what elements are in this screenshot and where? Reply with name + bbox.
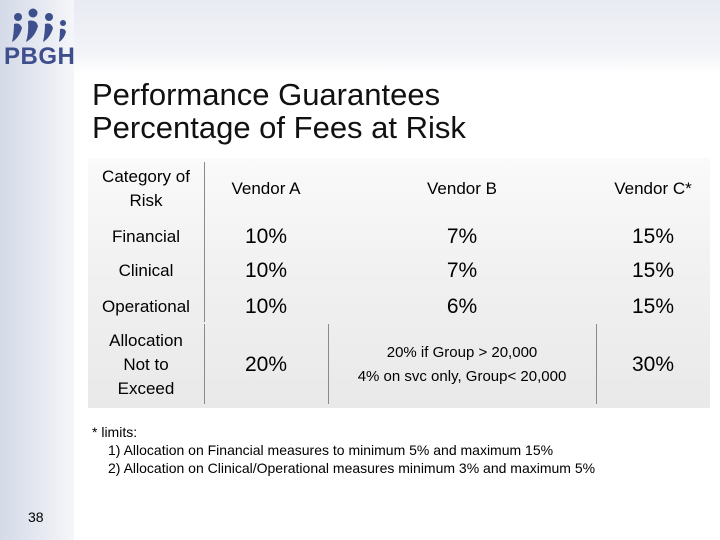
row-label-allocation: Allocation Not to Exceed — [109, 331, 183, 398]
allocation-vendor-b: 20% if Group > 20,000 4% on svc only, Gr… — [328, 326, 596, 404]
header-category: Category of Risk — [102, 167, 190, 210]
column-divider — [204, 162, 205, 322]
allocation-vendor-c: 30% — [631, 353, 675, 376]
header-vendor-c: Vendor C* — [614, 179, 692, 198]
slide-number: 38 — [28, 509, 44, 525]
pbgh-logo — [12, 8, 66, 42]
row-label-financial: Financial — [111, 227, 181, 246]
operational-vendor-a: 10% — [244, 295, 288, 318]
financial-vendor-b: 7% — [446, 225, 478, 248]
column-divider — [328, 324, 329, 404]
financial-vendor-c: 15% — [631, 225, 675, 248]
header-vendor-b: Vendor B — [427, 179, 497, 198]
logo-text: PBGH — [4, 43, 76, 70]
clinical-vendor-a: 10% — [244, 259, 288, 282]
clinical-vendor-c: 15% — [631, 259, 675, 282]
column-divider — [204, 324, 205, 404]
row-label-operational: Operational — [102, 297, 190, 316]
clinical-vendor-b: 7% — [446, 259, 478, 282]
page-title: Performance Guarantees Percentage of Fee… — [92, 78, 466, 144]
operational-vendor-b: 6% — [446, 295, 478, 318]
column-divider — [596, 324, 597, 404]
notes-line-1: 1) Allocation on Financial measures to m… — [108, 442, 554, 458]
sidebar-band — [0, 0, 74, 540]
limits-notes: * limits: 1) Allocation on Financial mea… — [92, 423, 595, 477]
header-vendor-a: Vendor A — [231, 179, 301, 198]
allocation-vendor-b-line-1: 20% if Group > 20,000 — [386, 344, 538, 361]
risk-table: Category of Risk Vendor A Vendor B Vendo… — [88, 158, 710, 408]
allocation-vendor-b-line-2: 4% on svc only, Group< 20,000 — [357, 368, 567, 385]
notes-line-2: 2) Allocation on Clinical/Operational me… — [108, 460, 596, 476]
title-line-2: Percentage of Fees at Risk — [92, 110, 466, 145]
header-band — [74, 0, 720, 75]
title-line-1: Performance Guarantees — [92, 77, 441, 112]
financial-vendor-a: 10% — [244, 225, 288, 248]
notes-heading: * limits: — [92, 424, 138, 440]
row-label-clinical: Clinical — [118, 261, 174, 280]
operational-vendor-c: 15% — [631, 295, 675, 318]
allocation-vendor-a: 20% — [244, 353, 288, 376]
